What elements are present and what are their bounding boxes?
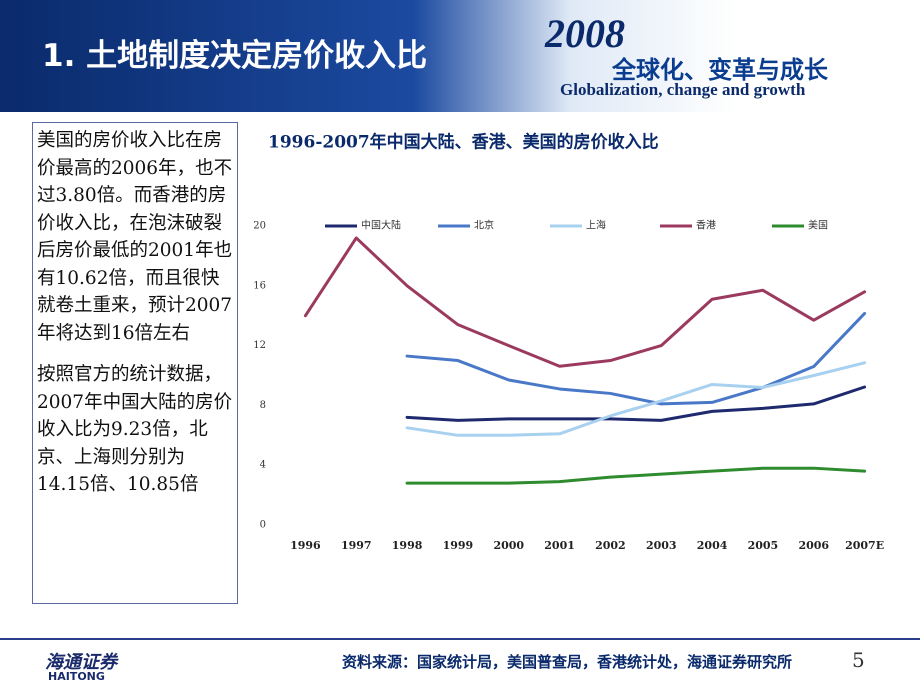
text-box: 美国的房价收入比在房价最高的2006年，也不过3.80倍。而香港的房价收入比，在… xyxy=(32,122,238,604)
x-tick-label: 1997 xyxy=(341,539,372,552)
x-tick-label: 2007E xyxy=(845,539,884,552)
page-number: 5 xyxy=(852,648,865,672)
legend-label: 中国大陆 xyxy=(361,219,401,232)
series-line xyxy=(303,236,867,368)
x-tick-label: 2004 xyxy=(697,539,728,552)
y-tick-label: 12 xyxy=(253,340,266,351)
y-tick-label: 8 xyxy=(260,400,266,411)
company-logo-en: HAITONG xyxy=(48,670,105,683)
y-tick-label: 20 xyxy=(253,221,266,232)
chart-title: 1996-2007年中国大陆、香港、美国的房价收入比 xyxy=(268,132,659,153)
y-tick-label: 16 xyxy=(253,280,266,291)
logo-year: 2008 xyxy=(545,11,625,56)
x-tick-label: 2003 xyxy=(646,539,677,552)
x-tick-label: 2006 xyxy=(798,539,829,552)
legend-label: 上海 xyxy=(586,219,606,232)
paragraph: 美国的房价收入比在房价最高的2006年，也不过3.80倍。而香港的房价收入比，在… xyxy=(37,130,233,344)
legend-label: 香港 xyxy=(696,220,716,232)
x-tick-label: 2002 xyxy=(595,539,626,552)
header-band: 1. 土地制度决定房价收入比 2008 全球化、变革与成长 Globalizat… xyxy=(0,0,920,112)
x-tick-label: 2005 xyxy=(748,539,779,552)
legend-label: 美国 xyxy=(808,219,828,232)
logo-slogan: 全球化、变革与成长 xyxy=(612,56,828,84)
y-tick-label: 4 xyxy=(260,460,266,471)
x-tick-label: 2000 xyxy=(493,539,524,552)
footer-rule xyxy=(0,638,920,640)
legend-label: 北京 xyxy=(474,219,494,232)
x-tick-label: 1998 xyxy=(392,539,423,552)
y-tick-label: 0 xyxy=(260,520,266,531)
source-note: 资料来源：国家统计局，美国普查局，香港统计处，海通证券研究所 xyxy=(342,653,793,671)
series-line xyxy=(405,361,867,437)
logo-slogan-en: Globalization, change and growth xyxy=(560,80,806,99)
series-line xyxy=(405,466,867,485)
series-line xyxy=(405,311,867,406)
slide-title: 1. 土地制度决定房价收入比 xyxy=(42,38,428,74)
x-tick-label: 1999 xyxy=(443,539,474,552)
x-tick-label: 2001 xyxy=(544,539,575,552)
x-tick-label: 1996 xyxy=(290,539,321,552)
company-logo: 海通证券 xyxy=(45,652,117,673)
series-line xyxy=(405,385,867,422)
paragraph: 按照官方的统计数据，2007年中国大陆的房价收入比为9.23倍，北京、上海则分别… xyxy=(37,364,233,495)
